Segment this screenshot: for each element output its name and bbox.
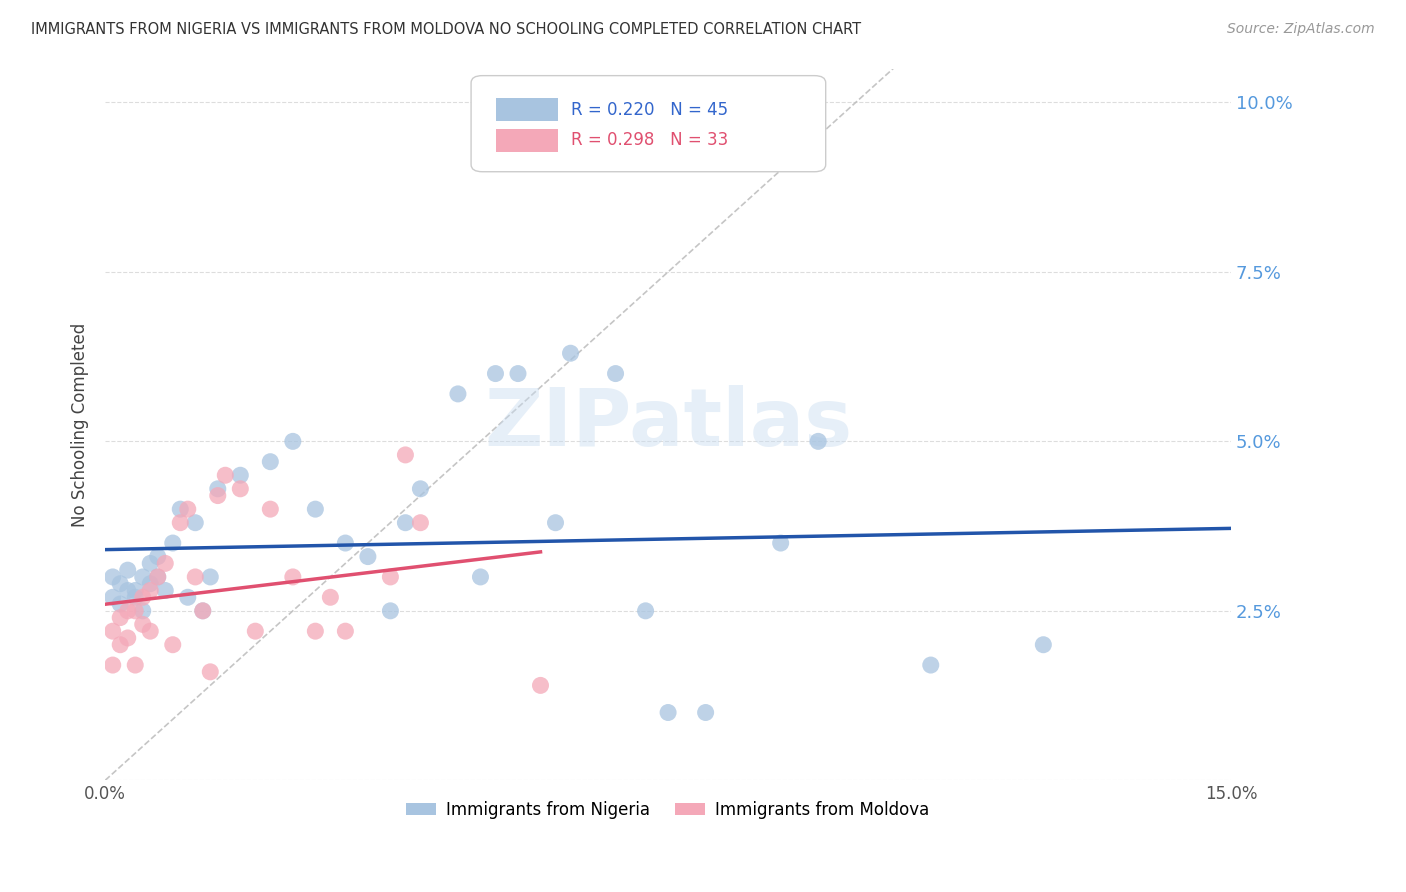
Legend: Immigrants from Nigeria, Immigrants from Moldova: Immigrants from Nigeria, Immigrants from… <box>399 794 936 825</box>
Text: R = 0.298   N = 33: R = 0.298 N = 33 <box>571 131 728 149</box>
Point <box>184 570 207 584</box>
Point <box>117 583 139 598</box>
Point <box>132 604 155 618</box>
Point <box>101 570 124 584</box>
Point <box>132 617 155 632</box>
Point <box>101 591 124 605</box>
Point <box>139 557 162 571</box>
Point <box>146 570 169 584</box>
Point <box>155 583 177 598</box>
Point <box>110 610 132 624</box>
Point <box>544 516 567 530</box>
Bar <box>496 128 558 152</box>
Point <box>380 570 402 584</box>
Point <box>207 482 229 496</box>
Point <box>319 591 342 605</box>
Point <box>605 367 627 381</box>
Point <box>101 624 124 639</box>
Text: R = 0.220   N = 45: R = 0.220 N = 45 <box>571 101 728 119</box>
Point <box>245 624 267 639</box>
Point <box>214 468 236 483</box>
Point <box>191 604 214 618</box>
Point <box>409 482 432 496</box>
Point <box>155 557 177 571</box>
Point <box>124 658 146 673</box>
Point <box>139 583 162 598</box>
Point <box>184 516 207 530</box>
Point <box>110 597 132 611</box>
Point <box>101 658 124 673</box>
Point <box>695 706 717 720</box>
Point <box>281 434 304 449</box>
Point <box>110 576 132 591</box>
Point <box>470 570 492 584</box>
Point <box>117 604 139 618</box>
Point <box>229 482 252 496</box>
Point <box>657 706 679 720</box>
Point <box>169 502 191 516</box>
Point <box>229 468 252 483</box>
Point <box>169 516 191 530</box>
Point <box>529 678 551 692</box>
Point <box>769 536 792 550</box>
Point <box>484 367 506 381</box>
Point <box>1032 638 1054 652</box>
Point <box>506 367 529 381</box>
Point <box>124 591 146 605</box>
Point <box>409 516 432 530</box>
Point <box>634 604 657 618</box>
Point <box>177 591 200 605</box>
Point <box>132 591 155 605</box>
Point <box>124 604 146 618</box>
Point <box>335 624 357 639</box>
Point <box>177 502 200 516</box>
Point <box>447 387 470 401</box>
Point <box>357 549 380 564</box>
Point <box>394 448 416 462</box>
Point <box>807 434 830 449</box>
Y-axis label: No Schooling Completed: No Schooling Completed <box>72 322 89 526</box>
Point <box>259 502 281 516</box>
Point <box>259 455 281 469</box>
Point <box>200 665 222 679</box>
Point <box>920 658 942 673</box>
Text: Source: ZipAtlas.com: Source: ZipAtlas.com <box>1227 22 1375 37</box>
Point <box>162 638 184 652</box>
Point <box>380 604 402 618</box>
Point <box>117 631 139 645</box>
Point <box>139 576 162 591</box>
Text: IMMIGRANTS FROM NIGERIA VS IMMIGRANTS FROM MOLDOVA NO SCHOOLING COMPLETED CORREL: IMMIGRANTS FROM NIGERIA VS IMMIGRANTS FR… <box>31 22 860 37</box>
Point <box>281 570 304 584</box>
Point <box>304 624 326 639</box>
Point <box>139 624 162 639</box>
Point <box>132 570 155 584</box>
Point <box>117 563 139 577</box>
Point <box>110 638 132 652</box>
Point <box>394 516 416 530</box>
FancyBboxPatch shape <box>471 76 825 172</box>
Bar <box>496 98 558 121</box>
Point <box>335 536 357 550</box>
Point <box>162 536 184 550</box>
Point <box>124 583 146 598</box>
Text: ZIPatlas: ZIPatlas <box>484 385 852 464</box>
Point <box>207 489 229 503</box>
Point <box>304 502 326 516</box>
Point <box>200 570 222 584</box>
Point <box>560 346 582 360</box>
Point <box>146 549 169 564</box>
Point <box>191 604 214 618</box>
Point <box>146 570 169 584</box>
